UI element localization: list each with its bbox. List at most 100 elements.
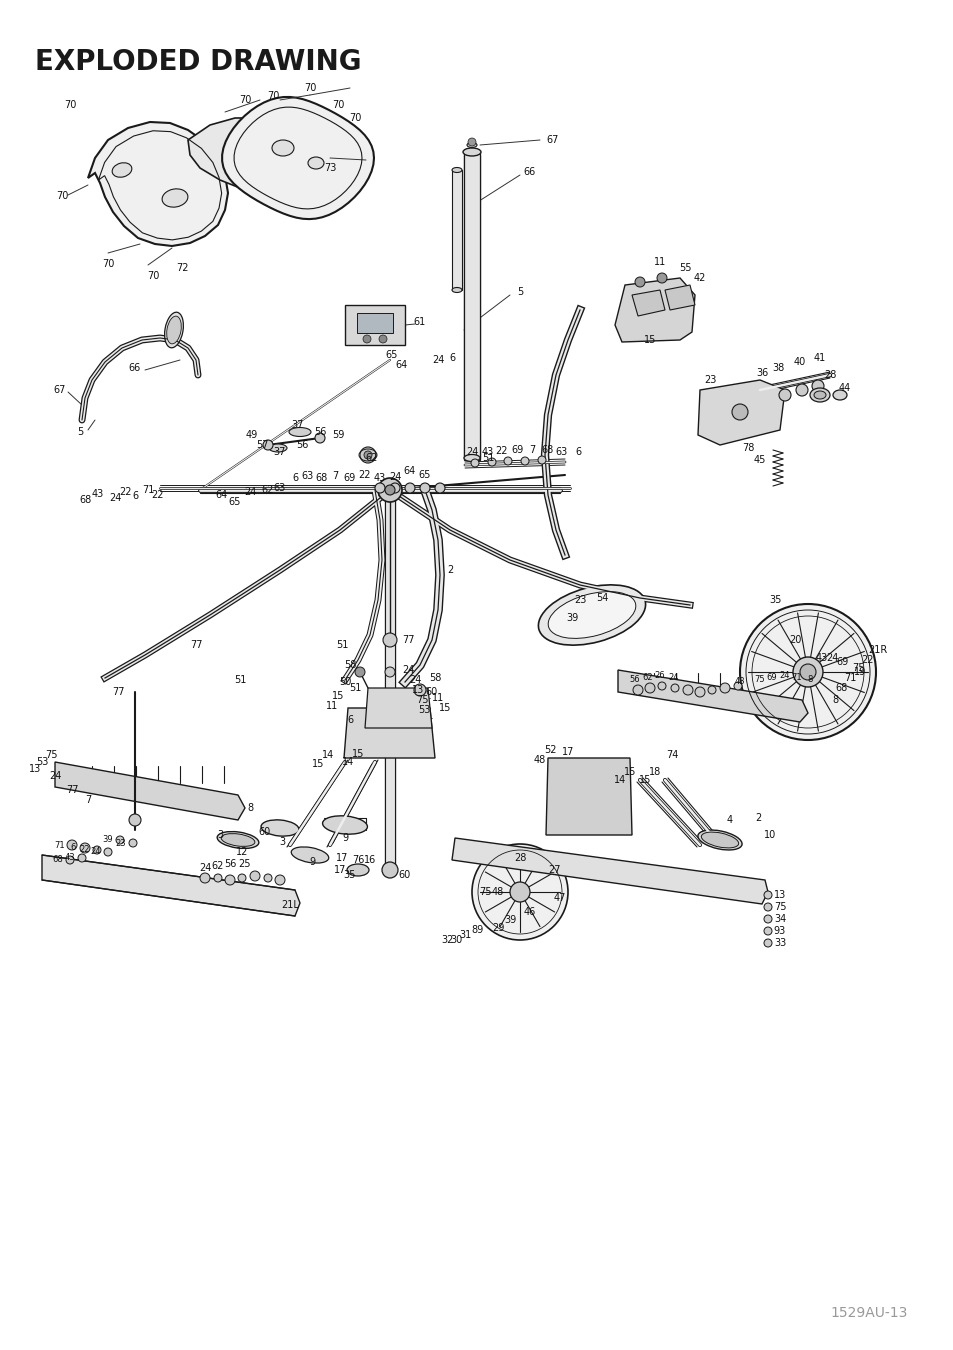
Text: 3: 3 [278,837,285,846]
Text: 55: 55 [678,263,691,273]
Text: 51: 51 [481,454,494,463]
Text: 77: 77 [190,640,202,649]
Text: 62: 62 [365,454,377,463]
Circle shape [200,873,210,883]
Text: 4: 4 [726,815,732,825]
Ellipse shape [347,864,369,876]
Circle shape [800,664,815,680]
Text: 14: 14 [321,751,334,760]
Circle shape [733,682,741,690]
Text: 31: 31 [458,930,471,940]
Text: 64: 64 [215,490,228,500]
Polygon shape [345,305,405,346]
Text: 75: 75 [773,902,785,913]
Text: 77: 77 [112,687,124,697]
Text: 75: 75 [478,887,491,896]
Circle shape [644,683,655,693]
Circle shape [78,855,86,863]
Text: 32: 32 [441,936,454,945]
Text: 3: 3 [216,830,223,840]
Circle shape [66,856,74,864]
Text: 89: 89 [472,925,483,936]
Text: 22: 22 [118,487,132,497]
Circle shape [740,603,875,740]
Text: EXPLODED DRAWING: EXPLODED DRAWING [35,49,361,76]
Ellipse shape [291,846,329,863]
Text: 22: 22 [358,470,371,481]
Text: 57: 57 [255,440,268,450]
Text: 14: 14 [613,775,625,784]
Text: 71: 71 [54,841,65,849]
Text: 41: 41 [813,352,825,363]
Text: 13: 13 [773,890,785,900]
Text: 68: 68 [541,446,554,455]
Text: 70: 70 [56,190,68,201]
Text: 69: 69 [836,657,848,667]
Text: 24: 24 [668,674,679,683]
Circle shape [80,842,90,853]
Text: 24: 24 [779,671,789,680]
Text: 70: 70 [238,95,251,105]
Text: 56: 56 [314,427,326,437]
Circle shape [375,483,385,493]
Text: 49: 49 [246,431,258,440]
Circle shape [378,335,387,343]
Text: 71: 71 [142,485,154,495]
Text: 70: 70 [147,271,159,281]
Ellipse shape [463,455,479,462]
Text: 23: 23 [115,838,126,848]
Text: 8: 8 [831,695,837,705]
Circle shape [657,273,666,284]
Text: 11: 11 [432,693,444,703]
Text: 7: 7 [85,795,91,805]
Text: 19: 19 [853,667,865,676]
Text: 30: 30 [450,936,461,945]
Text: 75: 75 [45,751,57,760]
Text: 37: 37 [292,420,304,431]
Text: 24: 24 [49,771,61,782]
Text: 66: 66 [523,167,536,177]
Text: 10: 10 [763,830,776,840]
Circle shape [695,687,704,697]
Text: 16: 16 [363,855,375,865]
Polygon shape [545,757,631,836]
Text: 64: 64 [395,360,408,370]
Text: 29: 29 [492,923,503,933]
Text: 28: 28 [514,853,526,863]
Circle shape [92,846,101,855]
Text: 38: 38 [771,363,783,373]
Text: 65: 65 [418,470,431,481]
Circle shape [488,458,496,466]
Text: 60: 60 [398,869,411,880]
Text: 24: 24 [109,493,121,504]
Text: 63: 63 [301,471,314,481]
Text: 5: 5 [77,427,83,437]
Text: 45: 45 [753,455,765,464]
Polygon shape [631,290,664,316]
Text: 77: 77 [66,784,78,795]
Text: 24: 24 [389,472,401,482]
Ellipse shape [261,819,298,836]
Text: 15: 15 [438,703,451,713]
Text: 22: 22 [861,655,873,666]
Circle shape [359,447,375,463]
Circle shape [468,138,476,146]
Text: 22: 22 [152,490,164,500]
Circle shape [658,682,665,690]
Text: 59: 59 [332,431,344,440]
Ellipse shape [289,428,311,436]
Text: 75: 75 [754,675,764,684]
Ellipse shape [165,312,183,348]
Polygon shape [385,481,395,869]
Circle shape [263,440,273,450]
Text: 48: 48 [534,755,545,765]
Text: 47: 47 [554,892,565,903]
Text: 69: 69 [343,472,355,483]
Text: 24: 24 [244,487,256,497]
Circle shape [264,873,272,882]
Ellipse shape [698,830,741,850]
Circle shape [414,684,426,697]
Ellipse shape [452,288,461,293]
Text: 13: 13 [29,764,41,774]
Text: 2: 2 [754,813,760,823]
